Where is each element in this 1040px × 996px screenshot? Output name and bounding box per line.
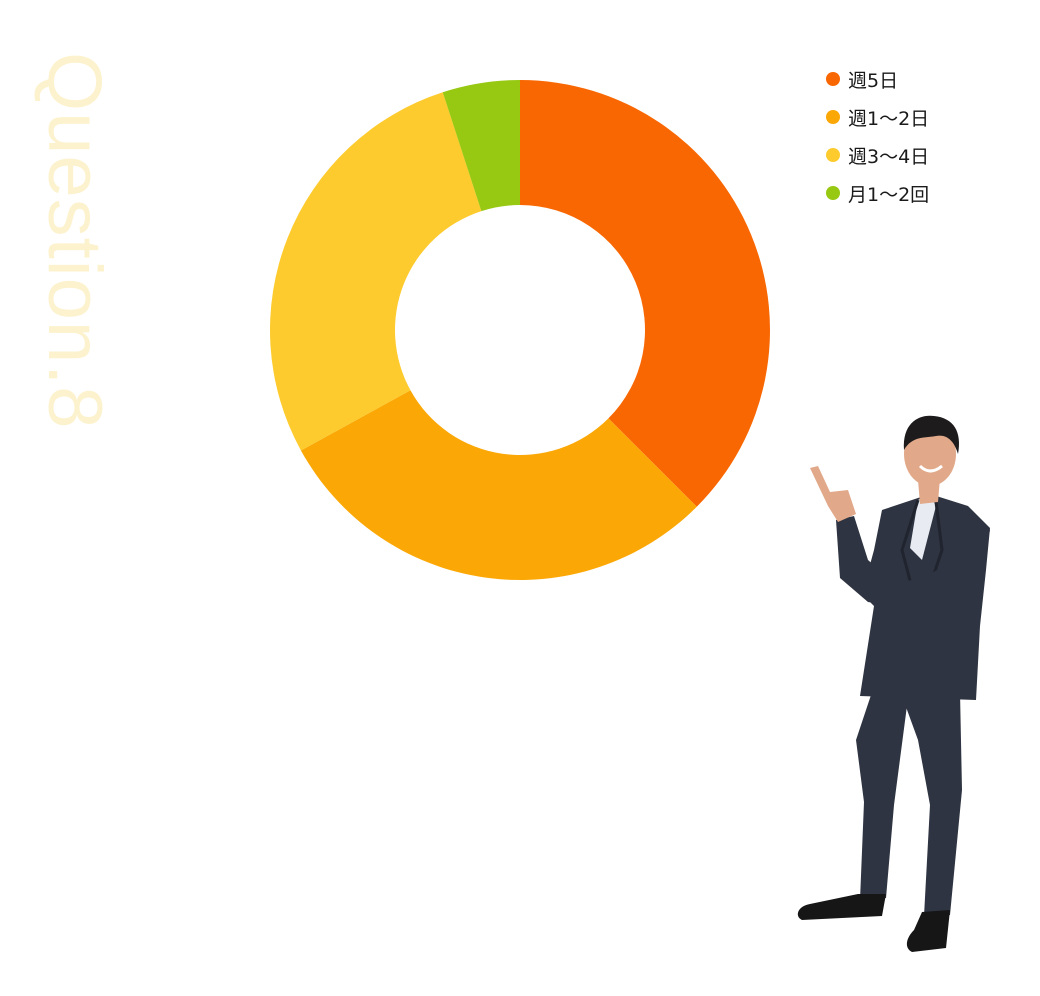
legend-label: 週5日 xyxy=(848,69,899,92)
chart-legend: 週5日 週1〜2日 週3〜4日 月1〜2回 xyxy=(826,60,929,212)
person-left-leg xyxy=(856,692,908,900)
person-left-shoe xyxy=(797,894,886,920)
donut-slice xyxy=(442,80,520,212)
donut-slice xyxy=(520,80,771,507)
person-hair xyxy=(903,415,959,454)
donut-chart xyxy=(270,80,771,581)
legend-dot-icon xyxy=(826,148,840,162)
legend-item: 週1〜2日 xyxy=(826,98,929,136)
businessman-pointing-illustration xyxy=(797,415,990,952)
person-shirt xyxy=(910,494,936,560)
legend-item: 週5日 xyxy=(826,60,929,98)
legend-label: 週3〜4日 xyxy=(848,145,930,168)
question-number-watermark: Question.8 xyxy=(32,52,117,430)
legend-dot-icon xyxy=(826,72,840,86)
donut-slice xyxy=(270,92,482,451)
legend-label: 月1〜2回 xyxy=(848,183,930,206)
donut-slices xyxy=(270,80,771,581)
person-folded-arm xyxy=(886,514,990,604)
legend-dot-icon xyxy=(826,186,840,200)
person-right-leg xyxy=(902,692,962,916)
person-right-shoe xyxy=(906,910,950,952)
legend-item: 週3〜4日 xyxy=(826,136,929,174)
person-pointing-arm xyxy=(836,516,902,606)
person-pointing-hand xyxy=(810,466,856,522)
person-smile xyxy=(918,464,943,473)
legend-dot-icon xyxy=(826,110,840,124)
legend-item: 月1〜2回 xyxy=(826,174,929,212)
legend-label: 週1〜2日 xyxy=(848,107,930,130)
donut-slice xyxy=(300,390,697,581)
